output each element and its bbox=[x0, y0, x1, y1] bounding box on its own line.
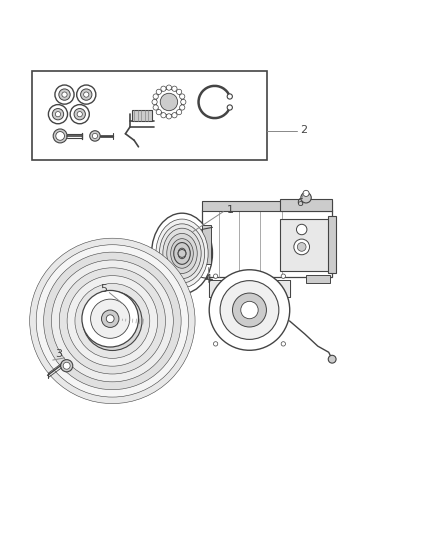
Circle shape bbox=[63, 362, 70, 369]
Circle shape bbox=[213, 274, 218, 278]
Circle shape bbox=[74, 109, 85, 120]
Circle shape bbox=[51, 260, 173, 382]
Circle shape bbox=[160, 93, 178, 111]
Circle shape bbox=[70, 104, 89, 124]
Circle shape bbox=[106, 314, 119, 327]
Circle shape bbox=[55, 85, 74, 104]
Circle shape bbox=[156, 89, 182, 115]
Circle shape bbox=[177, 109, 182, 115]
Ellipse shape bbox=[82, 290, 138, 347]
Ellipse shape bbox=[68, 276, 157, 366]
Ellipse shape bbox=[156, 219, 208, 288]
Circle shape bbox=[55, 111, 60, 117]
Text: 6: 6 bbox=[296, 198, 303, 207]
Ellipse shape bbox=[91, 299, 130, 338]
Circle shape bbox=[90, 131, 100, 141]
Ellipse shape bbox=[159, 224, 205, 283]
Bar bbox=[201, 225, 211, 264]
Circle shape bbox=[75, 284, 150, 358]
Circle shape bbox=[36, 245, 188, 397]
Circle shape bbox=[52, 109, 64, 120]
Bar bbox=[280, 219, 332, 271]
Circle shape bbox=[84, 92, 89, 97]
Ellipse shape bbox=[163, 228, 201, 279]
Circle shape bbox=[99, 308, 125, 334]
Bar bbox=[280, 199, 332, 211]
Circle shape bbox=[83, 292, 142, 351]
Bar bbox=[328, 216, 336, 273]
Circle shape bbox=[161, 112, 166, 118]
Circle shape bbox=[92, 300, 133, 342]
Bar bbox=[209, 279, 290, 297]
Ellipse shape bbox=[241, 301, 258, 319]
Circle shape bbox=[48, 104, 67, 124]
Ellipse shape bbox=[152, 213, 212, 294]
Circle shape bbox=[166, 114, 172, 119]
Text: 3: 3 bbox=[55, 350, 62, 359]
Circle shape bbox=[166, 85, 172, 90]
Circle shape bbox=[297, 243, 306, 251]
Circle shape bbox=[62, 92, 67, 97]
Circle shape bbox=[294, 239, 310, 255]
Circle shape bbox=[92, 133, 98, 139]
Circle shape bbox=[180, 105, 185, 110]
Circle shape bbox=[109, 318, 116, 325]
Circle shape bbox=[56, 132, 64, 140]
Circle shape bbox=[303, 190, 309, 197]
Ellipse shape bbox=[178, 248, 186, 259]
Circle shape bbox=[152, 99, 157, 104]
Ellipse shape bbox=[167, 233, 197, 273]
Ellipse shape bbox=[220, 281, 279, 340]
Ellipse shape bbox=[66, 274, 166, 375]
Circle shape bbox=[59, 89, 70, 100]
Circle shape bbox=[281, 274, 286, 278]
Circle shape bbox=[227, 105, 233, 110]
Ellipse shape bbox=[233, 293, 266, 327]
Ellipse shape bbox=[209, 270, 290, 350]
Circle shape bbox=[180, 94, 185, 99]
Circle shape bbox=[156, 109, 162, 115]
Circle shape bbox=[227, 94, 233, 99]
Ellipse shape bbox=[174, 243, 190, 264]
Circle shape bbox=[301, 192, 311, 203]
Circle shape bbox=[60, 360, 73, 372]
Ellipse shape bbox=[106, 315, 114, 322]
Circle shape bbox=[77, 111, 82, 117]
Circle shape bbox=[59, 268, 166, 374]
Circle shape bbox=[153, 105, 158, 110]
Circle shape bbox=[81, 89, 92, 100]
Text: 1: 1 bbox=[226, 205, 233, 215]
Circle shape bbox=[172, 112, 177, 118]
Bar bbox=[201, 210, 332, 277]
Circle shape bbox=[67, 276, 158, 366]
Bar bbox=[32, 71, 267, 160]
Circle shape bbox=[30, 238, 195, 403]
Circle shape bbox=[328, 356, 336, 363]
Circle shape bbox=[153, 94, 158, 99]
Bar bbox=[132, 110, 152, 120]
Bar bbox=[201, 201, 332, 211]
Circle shape bbox=[44, 252, 181, 390]
Circle shape bbox=[156, 89, 162, 94]
Circle shape bbox=[172, 86, 177, 91]
Ellipse shape bbox=[102, 310, 119, 327]
Circle shape bbox=[77, 85, 96, 104]
Circle shape bbox=[161, 86, 166, 91]
Circle shape bbox=[297, 224, 307, 235]
Ellipse shape bbox=[171, 239, 193, 268]
Text: 5: 5 bbox=[101, 284, 108, 294]
Text: 2: 2 bbox=[300, 125, 307, 135]
Circle shape bbox=[178, 249, 186, 257]
Circle shape bbox=[213, 342, 218, 346]
Circle shape bbox=[181, 99, 186, 104]
Ellipse shape bbox=[62, 271, 162, 371]
Bar bbox=[306, 275, 330, 282]
Circle shape bbox=[281, 342, 286, 346]
Text: 4: 4 bbox=[205, 273, 212, 284]
Circle shape bbox=[177, 89, 182, 94]
Circle shape bbox=[53, 129, 67, 143]
